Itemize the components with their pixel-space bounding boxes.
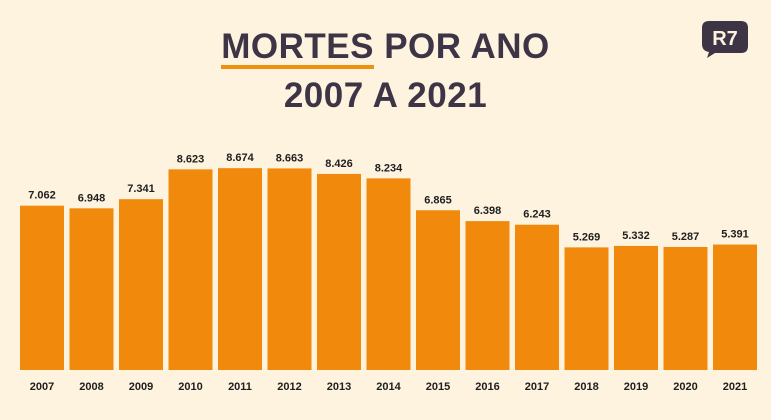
bar-2020 (663, 246, 708, 370)
bar-2009 (119, 199, 163, 370)
x-tick-label-2009: 2009 (129, 381, 153, 393)
r7-logo-icon: R7 (702, 21, 748, 58)
title-line-2: 2007 A 2021 (283, 76, 488, 115)
x-tick-label-2008: 2008 (79, 381, 103, 393)
x-tick-label-2007: 2007 (30, 381, 54, 393)
bar-2021 (713, 244, 757, 370)
value-label-2018: 5.269 (573, 231, 601, 243)
bar-2019 (614, 245, 658, 370)
value-label-2020: 5.287 (672, 231, 700, 243)
value-label-2007: 7.062 (28, 190, 56, 202)
bar-2012 (267, 168, 312, 370)
bar-2015 (416, 210, 460, 370)
bar-2017 (515, 224, 559, 370)
title-rest: POR ANO (373, 27, 550, 66)
x-tick-label-2015: 2015 (426, 381, 450, 393)
value-label-2015: 6.865 (424, 194, 452, 206)
value-label-2009: 7.341 (127, 183, 155, 195)
value-label-2008: 6.948 (78, 192, 106, 204)
x-tick-label-2018: 2018 (574, 381, 598, 393)
bar-2007 (20, 205, 64, 370)
logo-text: R7 (712, 28, 738, 50)
x-tick-label-2011: 2011 (228, 381, 252, 393)
x-tick-label-2013: 2013 (327, 381, 351, 393)
value-label-2011: 8.674 (226, 152, 254, 164)
bar-2016 (465, 221, 510, 370)
value-label-2021: 5.391 (721, 229, 749, 241)
value-label-2014: 8.234 (375, 162, 403, 174)
value-label-2012: 8.663 (276, 152, 304, 164)
x-tick-label-2017: 2017 (525, 381, 549, 393)
bar-2013 (317, 173, 361, 370)
value-label-2017: 6.243 (523, 209, 551, 221)
x-tick-label-2010: 2010 (178, 381, 202, 393)
bar-2018 (564, 247, 609, 370)
value-label-2013: 8.426 (325, 158, 353, 170)
value-label-2019: 5.332 (622, 230, 650, 242)
value-label-2010: 8.623 (177, 153, 205, 165)
x-tick-label-2021: 2021 (723, 381, 747, 393)
bar-2014 (366, 178, 411, 370)
value-label-2016: 6.398 (474, 205, 502, 217)
x-tick-label-2020: 2020 (673, 381, 697, 393)
x-tick-label-2016: 2016 (475, 381, 499, 393)
chart-title: MORTES POR ANO 2007 A 2021 (0, 26, 771, 117)
bar-2008 (69, 208, 114, 370)
bar-2010 (168, 169, 213, 370)
x-tick-label-2019: 2019 (624, 381, 648, 393)
bar-2011 (218, 168, 262, 370)
title-line-1: MORTES POR ANO (0, 26, 771, 69)
title-highlight-word: MORTES (221, 29, 374, 69)
x-tick-label-2014: 2014 (376, 381, 401, 393)
x-tick-label-2012: 2012 (277, 381, 301, 393)
